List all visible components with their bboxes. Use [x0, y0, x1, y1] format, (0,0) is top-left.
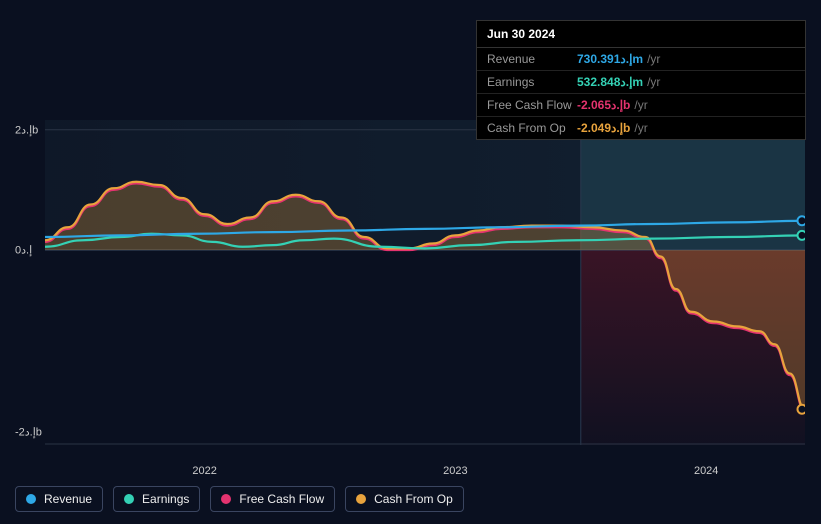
chart-tooltip: Jun 30 2024 Revenue 730.391إ.دm/yr Earni…: [476, 20, 806, 140]
y-axis-label: -2إ.دb: [15, 426, 42, 439]
legend-fcf[interactable]: Free Cash Flow: [210, 486, 335, 512]
legend-label: Earnings: [142, 492, 189, 506]
x-axis-label: 2023: [443, 465, 467, 477]
tooltip-label: Free Cash Flow: [487, 98, 577, 112]
x-axis-label: 2022: [192, 465, 216, 477]
tooltip-label: Revenue: [487, 52, 577, 66]
legend-label: Cash From Op: [374, 492, 453, 506]
legend-swatch: [26, 494, 36, 504]
y-axis-label: 2إ.دb: [15, 123, 38, 136]
tooltip-value: -2.065إ.دb/yr: [577, 98, 648, 112]
y-axis-label: 0إ.د: [15, 244, 32, 257]
tooltip-row-fcf: Free Cash Flow -2.065إ.دb/yr: [477, 94, 805, 117]
tooltip-value: -2.049إ.دb/yr: [577, 121, 648, 135]
legend-earnings[interactable]: Earnings: [113, 486, 200, 512]
legend-swatch: [124, 494, 134, 504]
tooltip-label: Cash From Op: [487, 121, 577, 135]
tooltip-row-revenue: Revenue 730.391إ.دm/yr: [477, 48, 805, 71]
legend-revenue[interactable]: Revenue: [15, 486, 103, 512]
chart-svg: [45, 120, 805, 445]
chart-area: 2إ.دb0إ.د-2إ.دb Past 202220232024: [15, 120, 805, 445]
legend-swatch: [356, 494, 366, 504]
tooltip-label: Earnings: [487, 75, 577, 89]
tooltip-row-earnings: Earnings 532.848إ.دm/yr: [477, 71, 805, 94]
tooltip-value: 532.848إ.دm/yr: [577, 75, 660, 89]
legend-cfo[interactable]: Cash From Op: [345, 486, 464, 512]
legend: Revenue Earnings Free Cash Flow Cash Fro…: [15, 486, 464, 512]
legend-swatch: [221, 494, 231, 504]
tooltip-value: 730.391إ.دm/yr: [577, 52, 660, 66]
legend-label: Revenue: [44, 492, 92, 506]
tooltip-row-cfo: Cash From Op -2.049إ.دb/yr: [477, 117, 805, 139]
legend-label: Free Cash Flow: [239, 492, 324, 506]
tooltip-date: Jun 30 2024: [477, 21, 805, 48]
x-axis-label: 2024: [694, 465, 718, 477]
